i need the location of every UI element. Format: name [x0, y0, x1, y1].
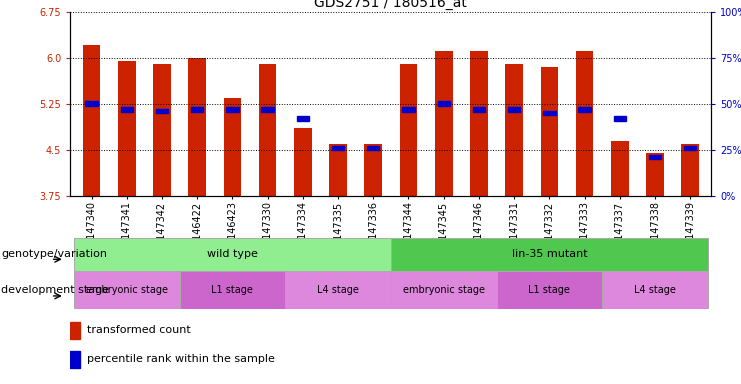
Bar [83, 45, 100, 196]
Bar [391, 271, 496, 309]
Bar [70, 351, 80, 368]
Title: GDS2751 / 180516_at: GDS2751 / 180516_at [314, 0, 468, 10]
Text: L1 stage: L1 stage [211, 285, 253, 295]
Text: genotype/variation: genotype/variation [1, 249, 107, 260]
Bar [391, 238, 708, 271]
Bar [437, 101, 450, 106]
Bar [329, 144, 347, 196]
Bar [191, 107, 203, 111]
Bar [179, 271, 285, 309]
Bar [508, 107, 520, 111]
Bar [646, 153, 664, 196]
Bar [470, 51, 488, 196]
Bar [188, 58, 206, 196]
Bar [285, 271, 391, 309]
Bar [402, 107, 415, 111]
Text: percentile rank within the sample: percentile rank within the sample [87, 354, 275, 364]
Text: wild type: wild type [207, 249, 258, 260]
Text: lin-35 mutant: lin-35 mutant [511, 249, 587, 260]
Text: L1 stage: L1 stage [528, 285, 571, 295]
Bar [367, 146, 379, 150]
Bar [579, 107, 591, 111]
Bar [74, 271, 179, 309]
Bar [684, 146, 697, 150]
Bar [118, 61, 136, 196]
Bar [121, 107, 133, 111]
Text: transformed count: transformed count [87, 325, 191, 336]
Text: L4 stage: L4 stage [634, 285, 676, 295]
Bar [259, 64, 276, 196]
Bar [74, 238, 391, 271]
Text: embryonic stage: embryonic stage [86, 285, 167, 295]
Bar [70, 322, 80, 339]
Bar [543, 111, 556, 115]
Bar [602, 271, 708, 309]
Bar [224, 98, 242, 196]
Bar [332, 146, 345, 150]
Text: embryonic stage: embryonic stage [402, 285, 485, 295]
Bar [611, 141, 628, 196]
Bar [505, 64, 523, 196]
Bar [540, 67, 558, 196]
Text: L4 stage: L4 stage [317, 285, 359, 295]
Bar [614, 116, 626, 121]
Bar [682, 144, 699, 196]
Bar [296, 116, 309, 121]
Bar [85, 101, 98, 106]
Bar [156, 109, 168, 113]
Bar [226, 107, 239, 111]
Bar [496, 271, 602, 309]
Bar [294, 128, 312, 196]
Bar [649, 155, 661, 159]
Text: development stage: development stage [1, 285, 110, 295]
Bar [399, 64, 417, 196]
Bar [365, 144, 382, 196]
Bar [473, 107, 485, 111]
Bar [153, 64, 170, 196]
Bar [576, 51, 594, 196]
Bar [435, 51, 453, 196]
Bar [262, 107, 273, 111]
